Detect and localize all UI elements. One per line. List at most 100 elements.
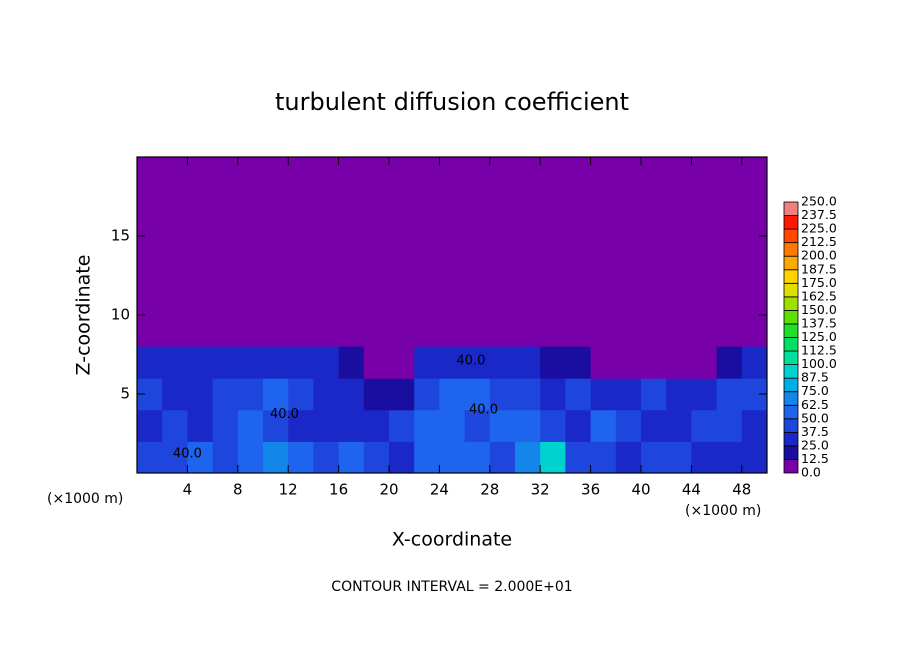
colorbar-box	[783, 431, 799, 447]
cell	[716, 346, 743, 379]
colorbar-box	[783, 337, 799, 352]
cell	[389, 441, 415, 474]
x-tick-label: 36	[581, 481, 600, 499]
cell	[389, 409, 415, 442]
cell	[313, 409, 340, 442]
cell	[237, 441, 264, 474]
cell	[691, 441, 718, 474]
cell	[338, 409, 365, 442]
cell	[590, 378, 617, 411]
cell	[741, 346, 768, 379]
colorbar-label: 50.0	[801, 410, 829, 425]
colorbar-box	[783, 459, 799, 474]
x-tick-label: 4	[183, 481, 193, 499]
contour-label: 40.0	[270, 407, 299, 422]
x-tick-label: 32	[531, 481, 550, 499]
colorbar-label: 187.5	[801, 261, 837, 276]
cell	[741, 409, 768, 442]
cell	[641, 441, 667, 474]
cell	[338, 378, 365, 411]
cell	[489, 346, 516, 379]
cell	[439, 409, 466, 442]
cell	[641, 378, 667, 411]
cell	[313, 441, 340, 474]
cell	[288, 346, 314, 379]
colorbar-box	[783, 377, 799, 393]
cell	[439, 346, 466, 379]
colorbar-label: 250.0	[801, 194, 837, 209]
cell	[716, 441, 743, 474]
x-tick-label: 40	[631, 481, 650, 499]
cell	[439, 378, 466, 411]
cell	[515, 409, 541, 442]
colorbar-box	[783, 282, 799, 298]
cell	[666, 409, 692, 442]
cell	[237, 378, 264, 411]
cell	[338, 346, 365, 379]
cell	[615, 346, 642, 379]
colorbar-label: 12.5	[801, 451, 829, 466]
x-tick-label: 20	[379, 481, 398, 499]
colorbar-label: 237.5	[801, 207, 837, 222]
y-tick-label: 10	[111, 306, 130, 324]
colorbar-label: 37.5	[801, 424, 829, 439]
cell	[363, 378, 390, 411]
colorbar-box	[783, 445, 799, 460]
cell	[263, 346, 289, 379]
colorbar-label: 62.5	[801, 397, 829, 412]
cell	[666, 441, 692, 474]
cell	[263, 378, 289, 411]
cell	[515, 378, 541, 411]
colorbar-box	[783, 269, 799, 284]
footer: CONTOUR INTERVAL = 2.000E+01	[331, 579, 572, 595]
cell	[137, 346, 163, 379]
cell	[489, 409, 516, 442]
cell	[540, 378, 566, 411]
colorbar-label: 150.0	[801, 302, 837, 317]
cell	[666, 378, 692, 411]
cell	[212, 441, 239, 474]
cell	[162, 346, 188, 379]
cell	[666, 346, 692, 379]
colorbar-box	[783, 418, 799, 433]
cell	[263, 441, 289, 474]
colorbar-box	[783, 215, 799, 230]
cell	[237, 409, 264, 442]
cell	[540, 409, 566, 442]
cell	[489, 378, 516, 411]
cell	[263, 409, 289, 442]
cell	[187, 409, 214, 442]
cell	[590, 346, 617, 379]
cell	[439, 441, 466, 474]
cell	[515, 441, 541, 474]
x-tick-label: 8	[233, 481, 243, 499]
y-tick-label: 15	[111, 227, 130, 245]
cell	[187, 441, 214, 474]
cell	[212, 378, 239, 411]
x-tick-label: 44	[682, 481, 701, 499]
colorbar-label: 75.0	[801, 383, 829, 398]
cell	[414, 409, 440, 442]
cell	[540, 346, 566, 379]
x-tick-label: 48	[732, 481, 751, 499]
cell	[464, 346, 491, 379]
colorbar-label: 200.0	[801, 248, 837, 263]
cell	[212, 409, 239, 442]
colorbar-box	[783, 391, 799, 406]
cell	[615, 441, 642, 474]
x-tick-label: 12	[279, 481, 298, 499]
contour-label: 40.0	[469, 402, 498, 417]
cell	[313, 346, 340, 379]
colorbar-box	[783, 242, 799, 257]
cell	[212, 346, 239, 379]
colorbar-box	[783, 364, 799, 379]
colorbar-label: 112.5	[801, 343, 837, 358]
x-tick-label: 16	[329, 481, 348, 499]
cell	[615, 409, 642, 442]
colorbar-label: 125.0	[801, 329, 837, 344]
cell	[464, 441, 491, 474]
y-tick-label: 5	[120, 385, 130, 403]
cell	[716, 378, 743, 411]
cell	[363, 409, 390, 442]
